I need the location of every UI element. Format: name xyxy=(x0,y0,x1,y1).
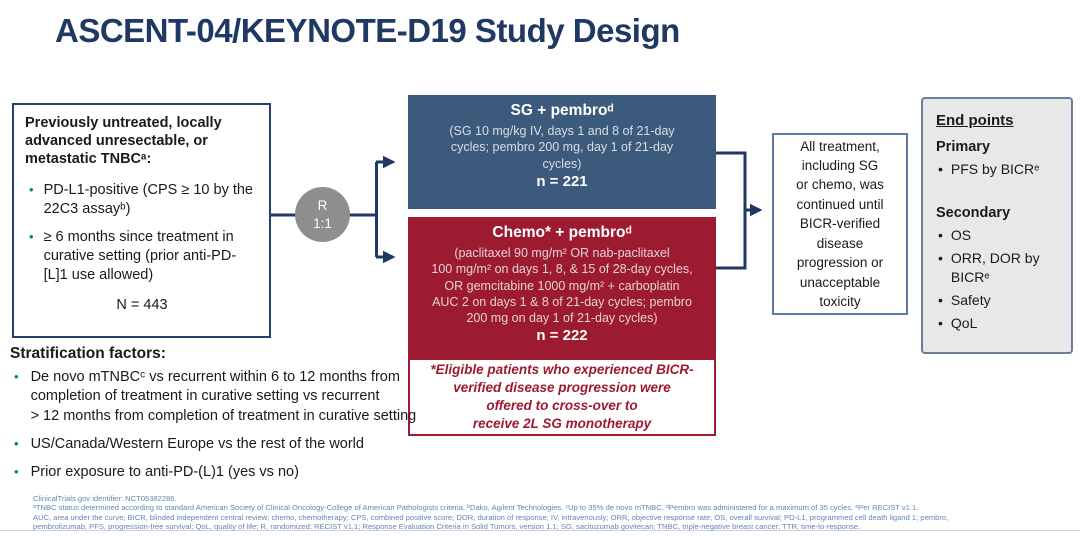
page-title: ASCENT-04/KEYNOTE-D19 Study Design xyxy=(55,12,680,49)
bullet-icon: • xyxy=(938,227,943,244)
list-item: • PFS by BICRᵉ xyxy=(936,160,1063,178)
sg-arm-title: SG + pembroᵈ xyxy=(510,102,614,119)
list-item: • QoL xyxy=(936,314,1063,332)
list-item: • ORR, DOR by BICRᵉ xyxy=(936,249,1063,285)
bullet-icon: • xyxy=(938,250,943,267)
list-item: • OS xyxy=(936,226,1063,244)
secondary-endpoints-label: Secondary xyxy=(936,205,1011,222)
eligibility-header: Previously untreated, locally advanced u… xyxy=(25,115,222,168)
randomization-label: R xyxy=(317,197,328,213)
bullet-icon: • xyxy=(14,464,19,480)
bullet-icon: • xyxy=(938,161,943,177)
footnote-line: AUC, area under the curve; BICR, blinded… xyxy=(33,512,949,522)
stratification-heading: Stratification factors: xyxy=(10,345,166,362)
bottom-divider-line xyxy=(0,530,1080,531)
sg-pembro-arm-box: SG + pembroᵈ (SG 10 mg/kg IV, days 1 and… xyxy=(408,95,716,209)
endpoint-item: Safety xyxy=(950,291,991,308)
eligibility-box: Previously untreated, locally advanced u… xyxy=(12,103,271,338)
endpoint-item: OS xyxy=(950,227,972,244)
list-item: • Safety xyxy=(936,291,1063,309)
randomization-circle: R 1:1 xyxy=(295,187,350,242)
chemo-arm-dosing: (paclitaxel 90 mg/m² OR nab-paclitaxel 1… xyxy=(431,246,693,325)
bullet-icon: • xyxy=(29,182,34,198)
endpoints-heading: End points xyxy=(936,112,1014,129)
crossover-note-box: *Eligible patients who experienced BICR-… xyxy=(408,358,716,436)
enrollment-count: N = 443 xyxy=(116,297,168,314)
sg-arm-n: n = 221 xyxy=(536,172,588,190)
chemo-pembro-arm-box: Chemo* + pembroᵈ (paclitaxel 90 mg/m² OR… xyxy=(408,217,716,358)
list-item: • ≥ 6 months since treatment in curative… xyxy=(25,228,259,284)
eligibility-bullet: PD-L1-positive (CPS ≥ 10 by the 22C3 ass… xyxy=(43,182,253,217)
footnote-line: ClinicalTrials.gov identifier: NCT053822… xyxy=(33,494,177,503)
stratification-bullet: US/Canada/Western Europe vs the rest of … xyxy=(30,435,364,452)
treatment-continuation-box: All treatment, including SG or chemo, wa… xyxy=(772,133,908,315)
footnote-line: pembrolizumab; PFS, progression-free sur… xyxy=(33,521,861,531)
chemo-arm-n: n = 222 xyxy=(536,327,588,345)
chemo-arm-title: Chemo* + pembroᵈ xyxy=(492,224,632,241)
randomization-ratio: 1:1 xyxy=(313,215,332,231)
stratification-bullet: De novo mTNBCᶜ vs recurrent within 6 to … xyxy=(30,369,417,424)
endpoint-item: ORR, DOR by BICRᵉ xyxy=(950,250,1040,285)
list-item: • Prior exposure to anti-PD-(L)1 (yes vs… xyxy=(12,463,482,482)
stratification-section: • De novo mTNBCᶜ vs recurrent within 6 t… xyxy=(12,368,482,491)
eligibility-bullet: ≥ 6 months since treatment in curative s… xyxy=(43,229,237,283)
bullet-icon: • xyxy=(14,369,19,384)
sg-arm-dosing: (SG 10 mg/kg IV, days 1 and 8 of 21-day … xyxy=(449,124,675,171)
endpoints-box: End points Primary • PFS by BICRᵉ Second… xyxy=(921,97,1073,354)
footnote-line: ᵃTNBC status determined according to sta… xyxy=(33,503,919,513)
endpoint-item: QoL xyxy=(950,314,978,331)
footnotes-block: ClinicalTrials.gov identifier: NCT053822… xyxy=(33,494,1068,531)
eligibility-bullet-list: • PD-L1-positive (CPS ≥ 10 by the 22C3 a… xyxy=(25,181,259,284)
bullet-icon: • xyxy=(29,229,34,245)
list-item: • US/Canada/Western Europe vs the rest o… xyxy=(12,435,482,454)
spacer xyxy=(936,183,1063,205)
bullet-icon: • xyxy=(938,291,943,308)
secondary-endpoints-list: • OS • ORR, DOR by BICRᵉ • Safety • QoL xyxy=(936,226,1063,332)
list-item: • De novo mTNBCᶜ vs recurrent within 6 t… xyxy=(12,368,482,426)
primary-endpoints-list: • PFS by BICRᵉ xyxy=(936,160,1063,178)
bullet-icon: • xyxy=(14,435,19,451)
bullet-icon: • xyxy=(938,314,943,331)
primary-endpoints-label: Primary xyxy=(936,139,991,155)
endpoint-item: PFS by BICRᵉ xyxy=(950,161,1040,177)
stratification-bullet: Prior exposure to anti-PD-(L)1 (yes vs n… xyxy=(30,464,299,481)
list-item: • PD-L1-positive (CPS ≥ 10 by the 22C3 a… xyxy=(25,181,259,218)
stratification-list: • De novo mTNBCᶜ vs recurrent within 6 t… xyxy=(12,368,482,482)
